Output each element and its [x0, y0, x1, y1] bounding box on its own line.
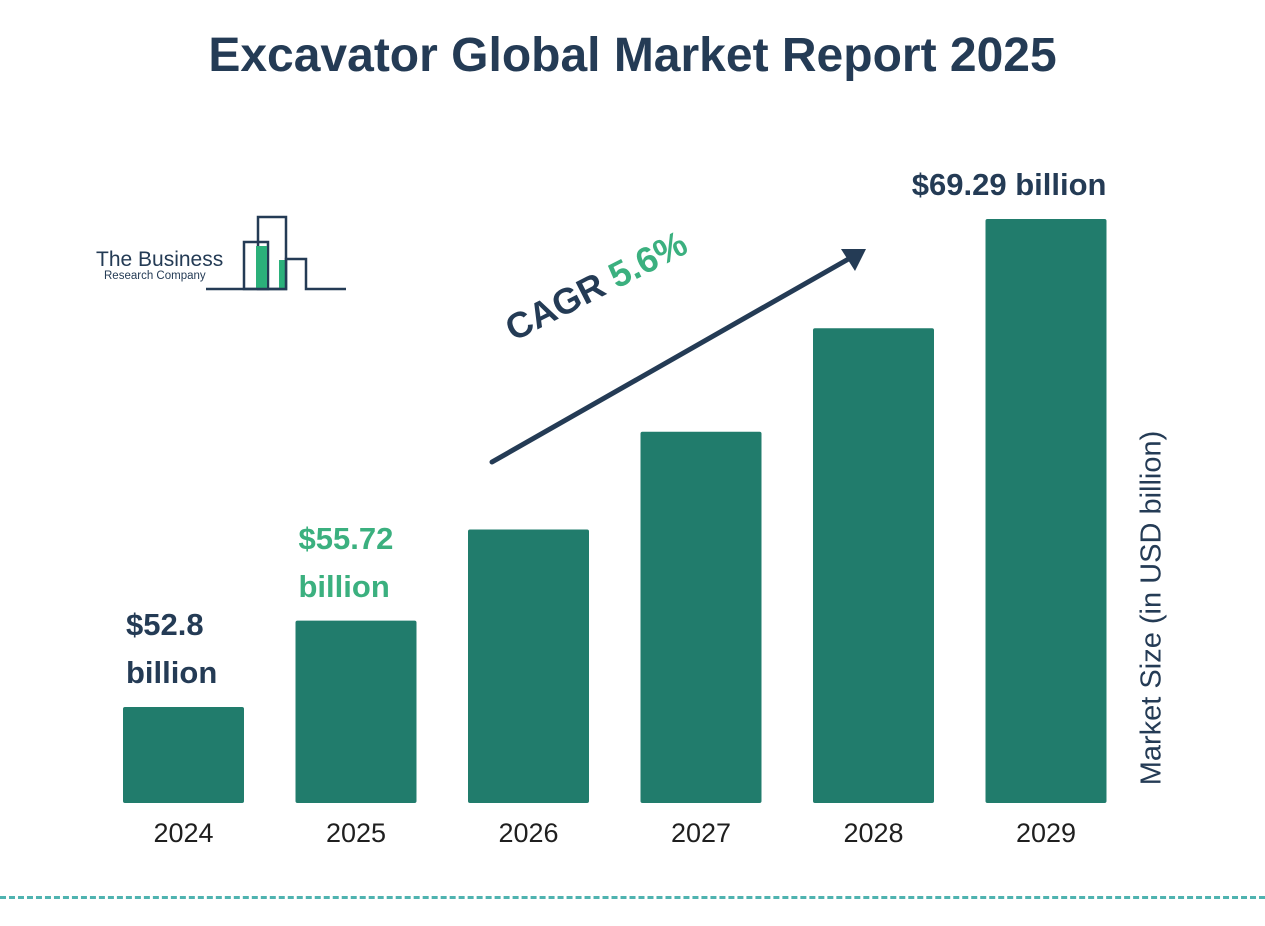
x-tick-label-2025: 2025 — [326, 818, 386, 848]
bottom-divider — [0, 896, 1265, 899]
y-axis-label: Market Size (in USD billion) — [1135, 430, 1168, 786]
x-tick-label-2028: 2028 — [843, 818, 903, 848]
data-label-line: $52.8 — [126, 607, 204, 642]
data-label-2024: $52.8 billion — [126, 601, 217, 697]
company-logo: The Business Research Company — [94, 212, 354, 296]
data-label-line: $69.29 billion — [911, 167, 1107, 202]
logo-buildings-icon — [206, 215, 346, 291]
bar-2025 — [295, 620, 417, 803]
data-label-line: billion — [298, 568, 390, 604]
bar-2027 — [640, 431, 762, 803]
data-label-line: billion — [126, 655, 218, 690]
logo-text-line1: The Business — [96, 248, 224, 271]
cagr-arrowhead — [841, 249, 866, 271]
bar-2028 — [813, 328, 934, 803]
data-label-2029: $69.29 billion — [912, 161, 1107, 209]
bar-2026 — [468, 529, 589, 803]
bar-2029 — [985, 219, 1107, 803]
x-tick-label-2024: 2024 — [153, 818, 213, 848]
data-label-2025: $55.72 billion — [299, 515, 394, 611]
cagr-arrow — [489, 254, 855, 465]
bar-2024 — [123, 707, 244, 803]
x-tick-label-2029: 2029 — [1016, 818, 1076, 848]
x-tick-label-2027: 2027 — [671, 818, 731, 848]
logo-text-line2: Research Company — [104, 270, 206, 282]
data-label-line: $55.72 — [298, 520, 394, 556]
page-title: Excavator Global Market Report 2025 — [208, 29, 1057, 82]
x-tick-label-2026: 2026 — [498, 818, 558, 848]
